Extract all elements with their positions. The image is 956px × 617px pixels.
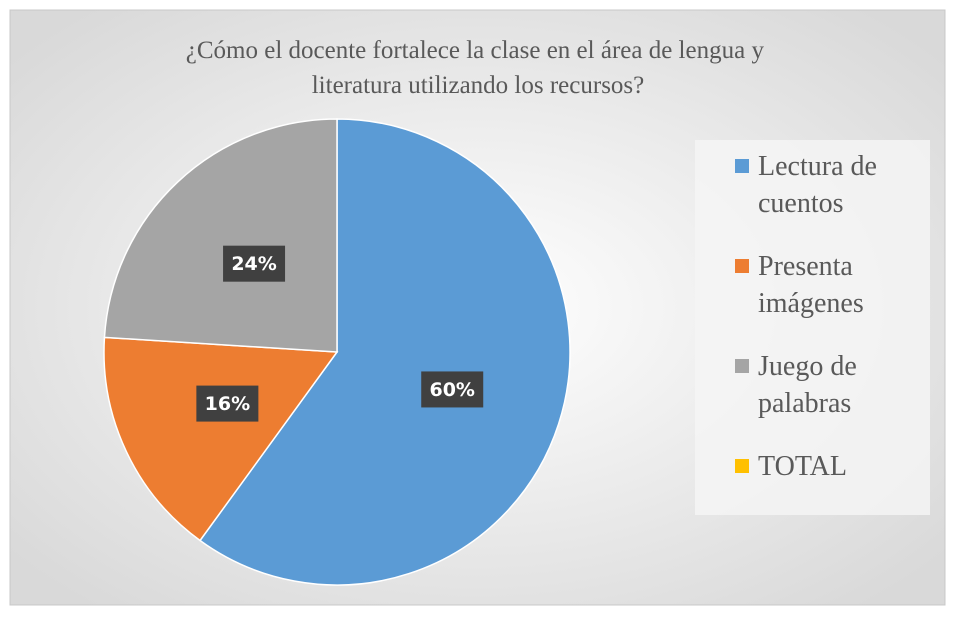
data-label-group: 24% [223, 245, 286, 282]
data-label-box [421, 371, 484, 408]
data-label: 60% [429, 379, 474, 401]
data-label-group: 60% [421, 371, 484, 408]
pie-slice [198, 118, 571, 586]
legend-swatch [735, 159, 749, 173]
legend-label: TOTAL [758, 451, 847, 482]
legend-swatch [735, 259, 749, 273]
data-label-box [196, 385, 259, 422]
legend-label: Lectura de cuentos [758, 151, 884, 219]
data-label: 16% [205, 393, 250, 415]
legend-box [695, 140, 930, 515]
data-label: 24% [231, 253, 276, 275]
data-label-group: 16% [196, 385, 259, 422]
legend-label: Presenta imágenes [758, 251, 864, 319]
pie-slice [103, 118, 338, 353]
legend-swatch [735, 459, 749, 473]
legend-swatch [735, 359, 749, 373]
legend-label: Juego de palabras [758, 351, 864, 419]
pie-slice [103, 336, 339, 542]
chart-title: ¿Cómo el docente fortalece la clase en e… [186, 37, 770, 99]
data-label-box [223, 245, 286, 282]
